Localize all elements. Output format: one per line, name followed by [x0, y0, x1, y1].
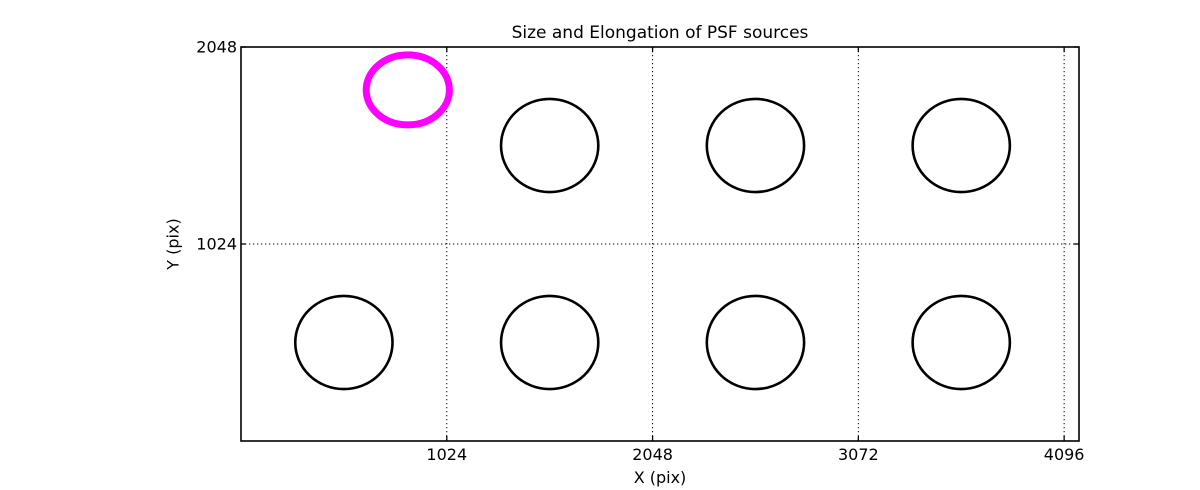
x-tick-label-3072: 3072 [837, 445, 879, 464]
psf-source-ellipse-2 [705, 97, 806, 194]
x-tick-label-4096: 4096 [1043, 445, 1085, 464]
chart-title: Size and Elongation of PSF sources [511, 23, 809, 43]
x-axis-label: X (pix) [633, 468, 687, 487]
psf-source-ellipse-highlighted [362, 51, 453, 129]
psf-source-ellipse-1 [499, 97, 600, 194]
y-axis-label: Y (pix) [163, 218, 183, 270]
y-tick-label-2048: 2048 [196, 37, 237, 57]
psf-source-ellipse-3 [911, 97, 1012, 194]
x-tick-label-1024: 1024 [426, 445, 468, 464]
psf-source-ellipse-5 [499, 294, 600, 391]
psf-source-ellipse-6 [705, 294, 806, 391]
y-tick-label-1024: 1024 [196, 234, 237, 254]
x-tick-label-2048: 2048 [632, 445, 673, 464]
psf-source-ellipse-7 [911, 294, 1012, 391]
psf-source-ellipse-4 [293, 294, 394, 391]
